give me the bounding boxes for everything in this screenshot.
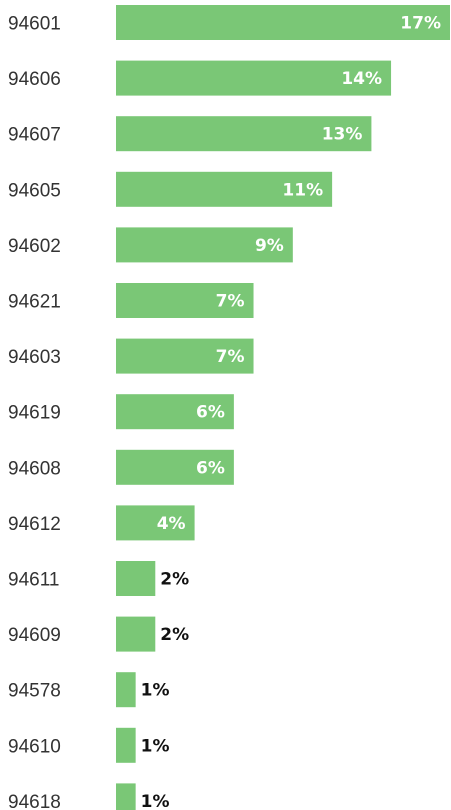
bar-94578 bbox=[116, 672, 136, 708]
data-label-94602: 9% bbox=[255, 236, 284, 256]
bar-94621 bbox=[116, 283, 254, 318]
bar-94618 bbox=[116, 783, 136, 810]
data-label-94611: 2% bbox=[160, 570, 189, 590]
bar-94610 bbox=[116, 727, 136, 763]
data-label-94608: 6% bbox=[196, 458, 225, 478]
bar-94602 bbox=[116, 227, 293, 263]
category-label-94602: 94602 bbox=[8, 236, 61, 257]
bar-94611 bbox=[116, 561, 156, 596]
bar-94603 bbox=[116, 338, 254, 374]
data-label-94601: 17% bbox=[400, 14, 441, 34]
data-label-94618: 1% bbox=[141, 792, 170, 810]
category-label-94621: 94621 bbox=[8, 292, 61, 313]
data-label-94621: 7% bbox=[216, 292, 245, 312]
bar-94607 bbox=[116, 116, 372, 152]
bar-94619 bbox=[116, 394, 234, 430]
category-label-94619: 94619 bbox=[8, 403, 61, 424]
category-label-94609: 94609 bbox=[8, 625, 61, 646]
category-label-94606: 94606 bbox=[8, 69, 61, 90]
data-label-94609: 2% bbox=[160, 625, 189, 645]
category-label-94601: 94601 bbox=[8, 14, 61, 35]
data-label-94610: 1% bbox=[141, 736, 170, 756]
category-label-94607: 94607 bbox=[8, 125, 61, 146]
bar-94601 bbox=[116, 5, 450, 40]
data-label-94619: 6% bbox=[196, 403, 225, 423]
category-label-94578: 94578 bbox=[8, 681, 61, 702]
bar-94605 bbox=[116, 171, 333, 207]
category-label-94603: 94603 bbox=[8, 347, 61, 368]
data-label-94612: 4% bbox=[157, 514, 186, 534]
category-label-94605: 94605 bbox=[8, 180, 61, 201]
data-label-94603: 7% bbox=[216, 347, 245, 367]
bar-94606 bbox=[116, 60, 392, 96]
bar-94609 bbox=[116, 616, 156, 652]
bar-94608 bbox=[116, 449, 234, 485]
category-label-94610: 94610 bbox=[8, 736, 61, 757]
bar-94612 bbox=[116, 505, 195, 541]
data-label-94605: 11% bbox=[282, 180, 323, 200]
data-label-94607: 13% bbox=[322, 125, 363, 145]
category-label-94618: 94618 bbox=[8, 792, 61, 810]
data-label-94578: 1% bbox=[141, 681, 170, 701]
category-label-94612: 94612 bbox=[8, 514, 61, 535]
category-label-94611: 94611 bbox=[8, 570, 59, 591]
data-label-94606: 14% bbox=[341, 69, 382, 89]
category-label-94608: 94608 bbox=[8, 458, 61, 479]
